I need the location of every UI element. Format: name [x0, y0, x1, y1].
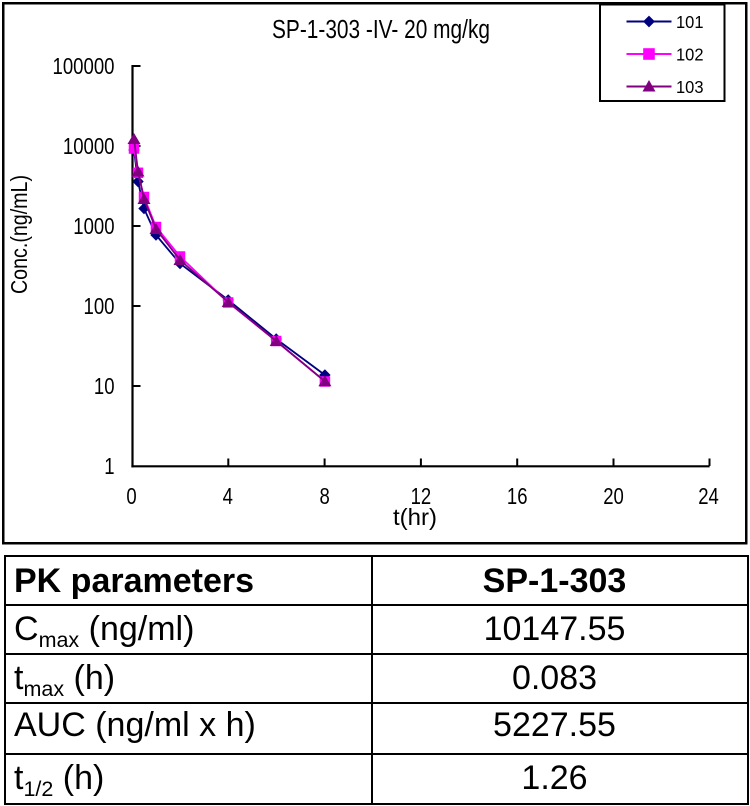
svg-text:103: 103 — [676, 77, 704, 97]
svg-text:102: 102 — [676, 44, 704, 64]
svg-text:10000: 10000 — [63, 133, 115, 159]
svg-text:t(hr): t(hr) — [393, 504, 437, 530]
svg-text:Conc.(ng/mL): Conc.(ng/mL) — [6, 175, 32, 294]
svg-text:16: 16 — [507, 483, 528, 509]
svg-text:24: 24 — [698, 483, 719, 509]
svg-text:12: 12 — [411, 483, 432, 509]
svg-text:20: 20 — [603, 483, 624, 509]
svg-text:10: 10 — [94, 373, 115, 399]
svg-text:1: 1 — [104, 453, 114, 479]
svg-text:0: 0 — [126, 483, 136, 509]
svg-text:101: 101 — [676, 12, 704, 32]
svg-text:SP-1-303 -IV- 20 mg/kg: SP-1-303 -IV- 20 mg/kg — [272, 16, 490, 44]
svg-text:100000: 100000 — [53, 53, 115, 79]
svg-text:100: 100 — [84, 293, 115, 319]
svg-text:1000: 1000 — [73, 213, 114, 239]
svg-text:8: 8 — [319, 483, 329, 509]
svg-text:4: 4 — [223, 483, 233, 509]
